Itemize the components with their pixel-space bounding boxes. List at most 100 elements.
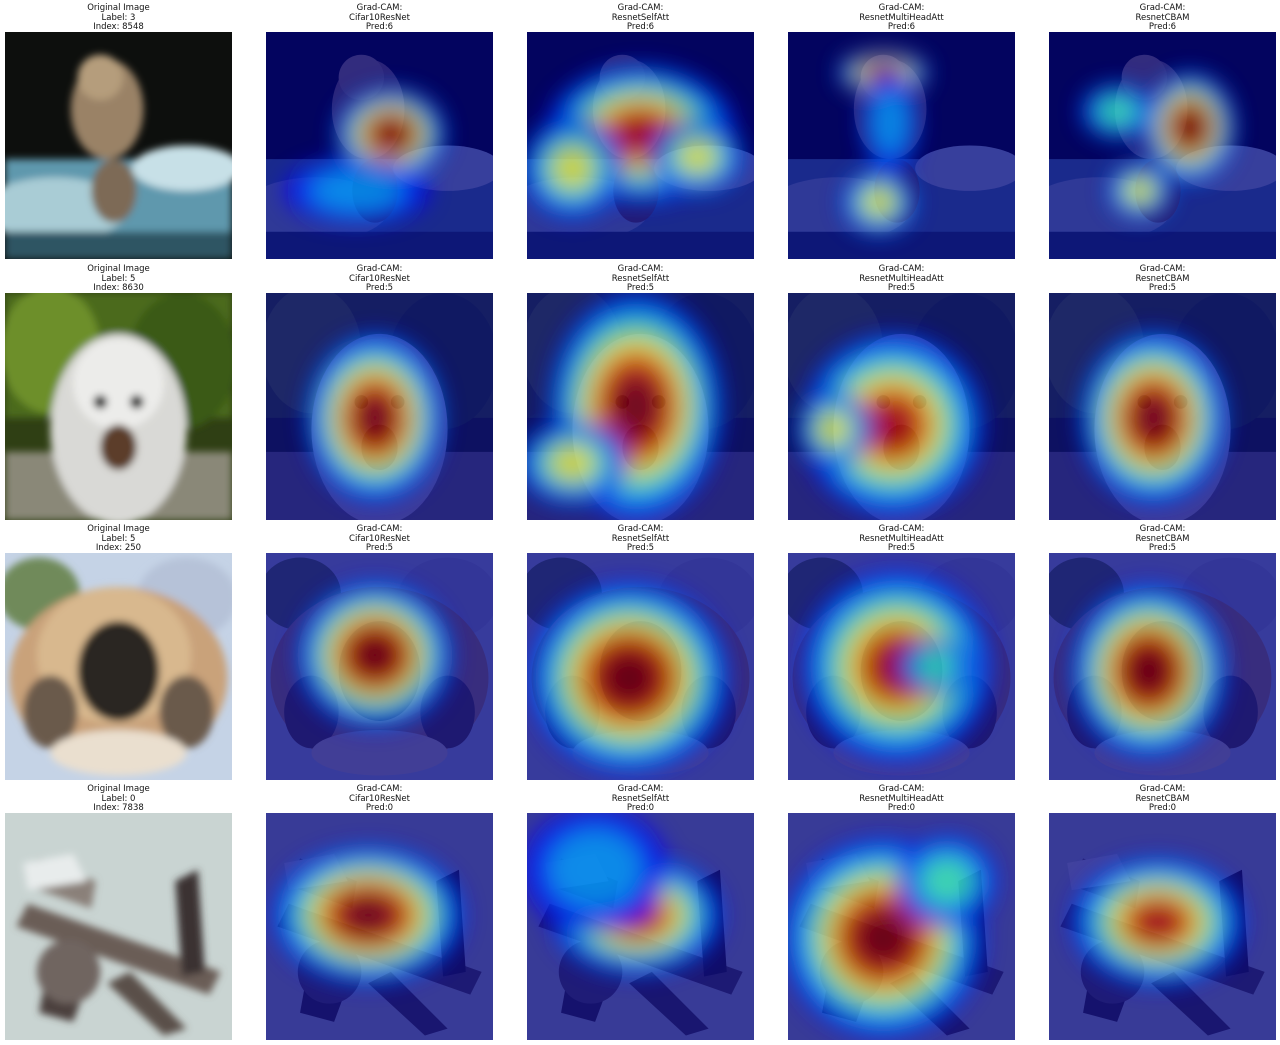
- heatmap-svg: [788, 553, 1015, 780]
- heatmap-svg: [266, 813, 493, 1040]
- heatmap-svg: [266, 32, 493, 259]
- panel-caption: Grad-CAM: ResnetSelfAtt Pred:0: [527, 784, 754, 814]
- gradcam-heatmap: [1049, 293, 1276, 520]
- gradcam-heatmap: [527, 553, 754, 780]
- caption-line: Index: 7838: [93, 803, 144, 814]
- caption-line: Label: 5: [101, 273, 136, 284]
- caption-line: Grad-CAM:: [878, 524, 925, 534]
- caption-line: Grad-CAM:: [617, 524, 664, 534]
- heat-blob: [550, 446, 595, 481]
- caption-line: Pred:5: [365, 543, 394, 554]
- panel-caption: Original Image Label: 5 Index: 250: [5, 524, 232, 554]
- heat-blob: [614, 379, 658, 434]
- photo-shape: [129, 395, 144, 409]
- panel-caption: Grad-CAM: ResnetCBAM Pred:5: [1049, 524, 1276, 554]
- panel-caption: Original Image Label: 5 Index: 8630: [5, 264, 232, 294]
- caption-line: Grad-CAM:: [1139, 3, 1186, 13]
- gradcam-heatmap: [1049, 553, 1276, 780]
- gradcam-heatmap: [527, 293, 754, 520]
- heat-blob: [871, 90, 909, 156]
- caption-line: Grad-CAM:: [1139, 784, 1186, 794]
- heat-blob: [548, 830, 642, 910]
- caption-line: Grad-CAM:: [1139, 524, 1186, 534]
- heatmap-svg: [1049, 553, 1276, 780]
- photo-shape: [50, 730, 187, 776]
- heat-blob: [1133, 903, 1183, 941]
- gradcam-heatmap: [266, 553, 493, 780]
- gradcam-heatmap: [266, 813, 493, 1040]
- heat-blob: [858, 913, 908, 963]
- caption-line: ResnetSelfAtt: [611, 793, 670, 804]
- heat-blob: [1129, 649, 1169, 693]
- panel-caption: Original Image Label: 0 Index: 7838: [5, 784, 232, 814]
- caption-line: Grad-CAM:: [878, 3, 925, 13]
- panel-caption: Grad-CAM: ResnetCBAM Pred:0: [1049, 784, 1276, 814]
- photo-shape: [77, 54, 124, 101]
- caption-line: Index: 8630: [93, 283, 144, 294]
- caption-line: Cifar10ResNet: [349, 533, 410, 544]
- caption-line: Cifar10ResNet: [349, 273, 410, 284]
- heat-blob: [1098, 96, 1136, 127]
- caption-line: Label: 5: [101, 533, 136, 544]
- caption-line: Label: 3: [101, 12, 136, 23]
- caption-line: Grad-CAM:: [1139, 264, 1186, 274]
- heatmap-svg: [788, 813, 1015, 1040]
- caption-line: Pred:6: [626, 22, 655, 33]
- caption-line: Original Image: [87, 3, 150, 13]
- photo-shape: [23, 853, 87, 891]
- panel-caption: Grad-CAM: ResnetSelfAtt Pred:5: [527, 524, 754, 554]
- caption-line: Pred:5: [1148, 543, 1177, 554]
- caption-line: Grad-CAM:: [878, 264, 925, 274]
- heatmap-svg: [1049, 293, 1276, 520]
- heatmap-svg: [266, 553, 493, 780]
- caption-line: ResnetSelfAtt: [611, 533, 670, 544]
- caption-line: Pred:5: [887, 543, 916, 554]
- panel-caption: Grad-CAM: ResnetMultiHeadAtt Pred:6: [788, 3, 1015, 33]
- caption-line: Original Image: [87, 784, 150, 794]
- panel-caption: Grad-CAM: ResnetCBAM Pred:5: [1049, 264, 1276, 294]
- caption-line: Pred:5: [887, 283, 916, 294]
- heat-blob: [355, 636, 395, 675]
- photo-shape: [73, 338, 164, 430]
- caption-line: Pred:0: [1148, 803, 1177, 814]
- photo-shape: [23, 675, 78, 749]
- heat-blob: [866, 399, 918, 451]
- caption-line: Grad-CAM:: [878, 784, 925, 794]
- heat-blob: [863, 188, 895, 217]
- caption-line: ResnetCBAM: [1135, 12, 1190, 23]
- heat-blob: [604, 654, 654, 702]
- heat-blob: [1125, 178, 1154, 204]
- heat-blob: [916, 651, 955, 682]
- caption-line: Pred:5: [365, 283, 394, 294]
- caption-line: Grad-CAM:: [356, 524, 403, 534]
- photo-svg: [5, 553, 232, 780]
- original-photo: [5, 293, 232, 520]
- photo-svg: [5, 32, 232, 259]
- original-photo: [5, 32, 232, 259]
- caption-line: Grad-CAM:: [356, 264, 403, 274]
- caption-line: ResnetCBAM: [1135, 793, 1190, 804]
- heatmap-svg: [527, 813, 754, 1040]
- gradcam-heatmap: [266, 32, 493, 259]
- photo-shape: [107, 971, 187, 1036]
- panel-caption: Grad-CAM: ResnetMultiHeadAtt Pred:0: [788, 784, 1015, 814]
- caption-line: Grad-CAM:: [617, 3, 664, 13]
- caption-line: ResnetMultiHeadAtt: [859, 273, 944, 284]
- caption-line: ResnetMultiHeadAtt: [859, 793, 944, 804]
- original-photo: [5, 553, 232, 780]
- heat-blob: [922, 858, 972, 904]
- panel-caption: Grad-CAM: Cifar10ResNet Pred:6: [266, 3, 493, 33]
- caption-line: Pred:6: [887, 22, 916, 33]
- heatmap-svg: [1049, 32, 1276, 259]
- caption-line: Pred:5: [626, 283, 655, 294]
- photo-shape: [77, 621, 160, 721]
- caption-line: Grad-CAM:: [617, 264, 664, 274]
- caption-line: ResnetCBAM: [1135, 273, 1190, 284]
- photo-shape: [91, 159, 137, 223]
- caption-line: ResnetMultiHeadAtt: [859, 533, 944, 544]
- heat-blob: [613, 114, 668, 155]
- photo-svg: [5, 813, 232, 1040]
- caption-line: Pred:0: [365, 803, 394, 814]
- caption-line: Grad-CAM:: [617, 784, 664, 794]
